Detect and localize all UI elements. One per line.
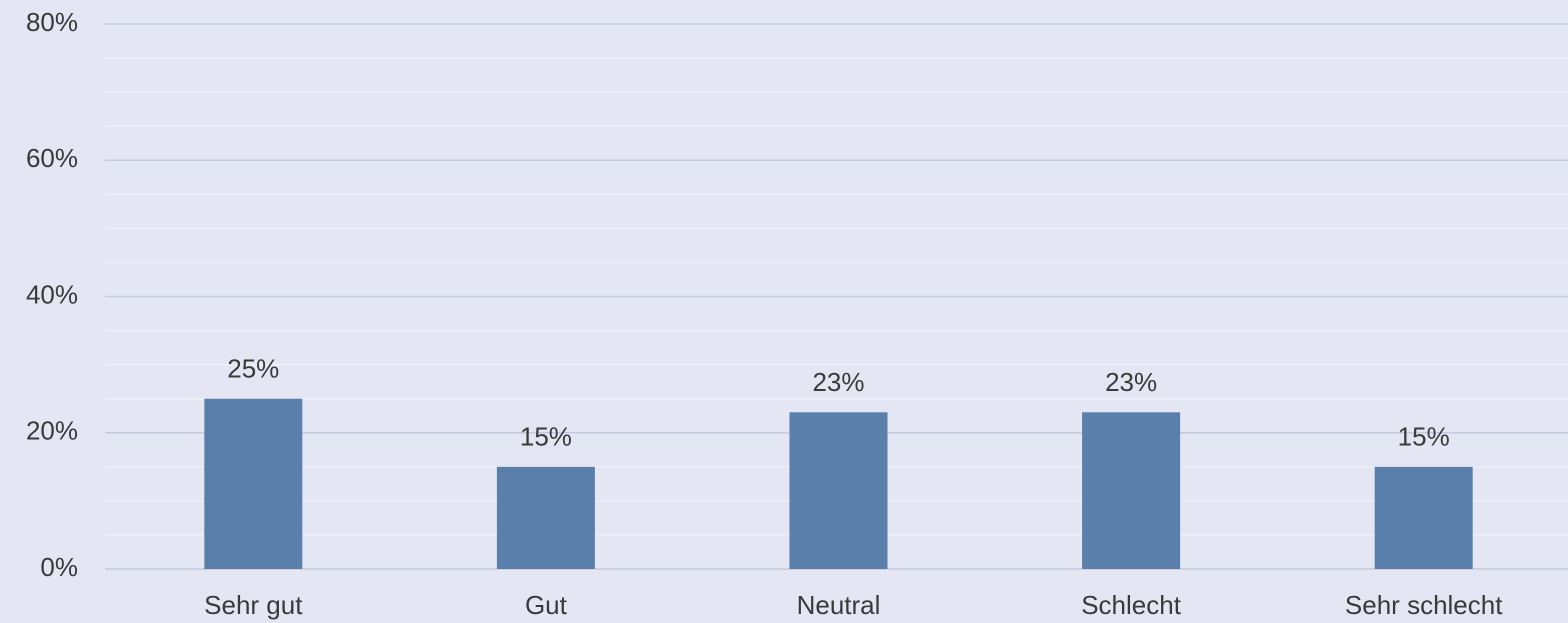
bar xyxy=(789,412,888,569)
x-tick-label: Sehr schlecht xyxy=(1345,590,1503,620)
bar xyxy=(204,398,303,569)
x-tick-label: Gut xyxy=(525,590,568,620)
x-tick-label: Schlecht xyxy=(1081,590,1181,620)
x-tick-label: Sehr gut xyxy=(204,590,303,620)
data-label: 15% xyxy=(520,422,572,452)
bar xyxy=(496,466,595,569)
data-label: 25% xyxy=(227,354,279,384)
data-label: 15% xyxy=(1398,422,1450,452)
bar xyxy=(1082,412,1181,569)
y-tick-label: 20% xyxy=(26,416,78,446)
bar xyxy=(1374,466,1473,569)
y-tick-label: 60% xyxy=(26,143,78,173)
data-label: 23% xyxy=(1105,367,1157,397)
y-tick-label: 0% xyxy=(40,552,78,582)
y-tick-label: 80% xyxy=(26,7,78,37)
data-label: 23% xyxy=(812,367,864,397)
y-tick-label: 40% xyxy=(26,279,78,309)
x-tick-label: Neutral xyxy=(797,590,881,620)
